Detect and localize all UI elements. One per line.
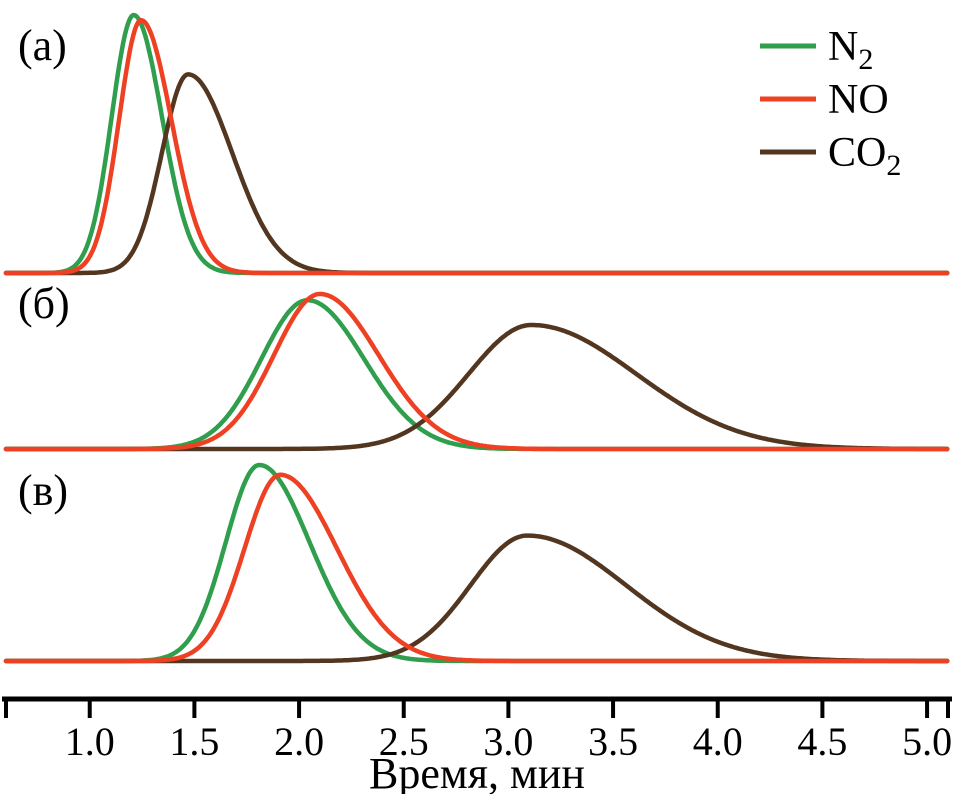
curve-v-CO2 <box>3 533 950 664</box>
curve-b-CO2 <box>3 322 950 452</box>
x-tick-label-4.0: 4.0 <box>693 719 743 764</box>
legend-label-NO: NO <box>828 77 889 123</box>
curve-v-NO <box>3 472 950 664</box>
x-tick-label-1.5: 1.5 <box>169 719 219 764</box>
x-tick-label-1.0: 1.0 <box>65 719 115 764</box>
legend-label-N2: N2 <box>828 24 873 76</box>
legend-label-CO2: CO2 <box>828 130 901 182</box>
x-tick-label-5.0: 5.0 <box>902 719 952 764</box>
x-tick-label-4.5: 4.5 <box>797 719 847 764</box>
curve-b-NO <box>3 291 950 452</box>
curve-a-CO2 <box>3 72 950 276</box>
x-tick-label-2.5: 2.5 <box>379 719 429 764</box>
x-tick-label-3.5: 3.5 <box>588 719 638 764</box>
panel-label-a: (а) <box>18 21 67 70</box>
curve-a-NO <box>3 17 950 276</box>
panel-label-b: (б) <box>18 279 70 328</box>
curve-b-N2 <box>3 297 950 452</box>
x-tick-label-2.0: 2.0 <box>274 719 324 764</box>
curve-a-N2 <box>3 12 950 276</box>
x-tick-label-3.0: 3.0 <box>483 719 533 764</box>
panel-label-v: (в) <box>18 466 68 515</box>
x-axis-title: Время, мин <box>369 749 585 794</box>
curve-v-N2 <box>3 462 950 664</box>
